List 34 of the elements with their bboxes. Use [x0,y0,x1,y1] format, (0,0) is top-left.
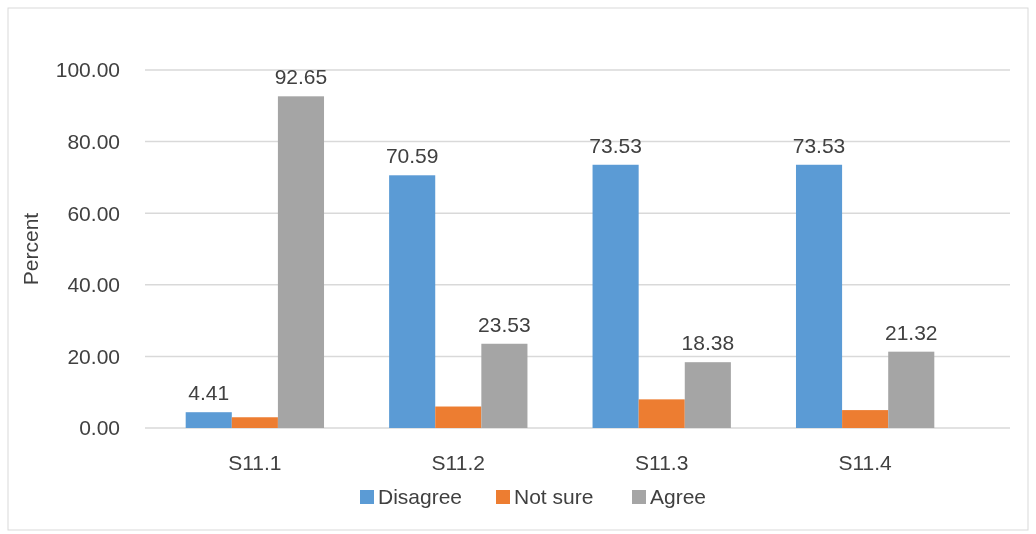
y-tick-label: 60.00 [67,201,120,225]
bar [842,410,889,428]
bar [592,164,639,428]
y-tick-label: 40.00 [67,273,120,297]
bar [185,412,232,428]
data-label: 4.41 [188,381,230,405]
legend-label: Disagree [378,485,463,509]
data-label: 21.32 [884,320,938,344]
y-axis-title: Percent [19,212,42,286]
data-label: 73.53 [792,133,846,157]
legend-label: Agree [650,485,707,509]
legend-label: Not sure [514,485,594,509]
y-tick-label: 0.00 [79,416,120,440]
bar [231,417,278,428]
x-tick-label: S11.1 [228,451,282,474]
bar [481,343,528,428]
bar [888,351,935,428]
x-tick-label: S11.4 [838,451,893,474]
y-tick-label: 80.00 [67,129,120,153]
data-label: 73.53 [589,133,642,157]
data-label: 18.38 [681,331,735,355]
bar [389,175,436,428]
y-tick-label: 20.00 [67,344,120,368]
x-tick-label: S11.2 [431,451,485,474]
data-label: 70.59 [385,144,439,168]
data-label: 23.53 [478,312,531,336]
bar [684,362,731,428]
bar [638,399,685,428]
y-tick-label: 100.00 [55,58,120,82]
bar [435,406,482,428]
bar [277,96,325,428]
x-tick-label: S11.3 [635,451,689,474]
data-label: 92.65 [274,65,328,89]
bar [795,164,843,428]
